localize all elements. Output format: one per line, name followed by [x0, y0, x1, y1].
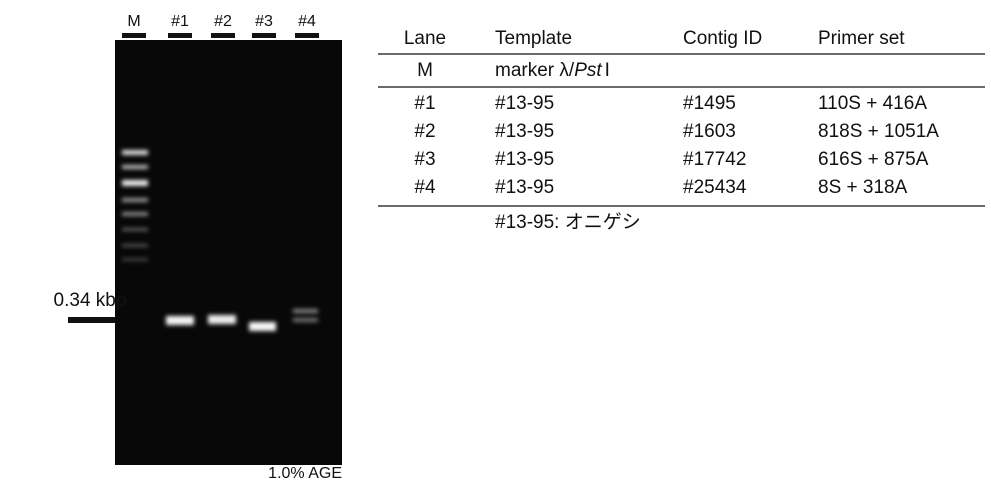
gel-image	[115, 40, 342, 465]
figure: M #1 #2 #3 #4 0.34 kbp 1.0% AGE Lane Templat…	[0, 0, 991, 483]
table: Lane Template Contig ID Primer set M mar…	[378, 28, 985, 233]
rows: #1 #13-95 #1495 110S + 416A #2 #13-95 #1603 818…	[414, 93, 939, 198]
cell: M	[417, 60, 433, 81]
cell: #13-95	[495, 93, 554, 114]
cell: #2	[414, 121, 435, 142]
header: Template	[495, 28, 572, 49]
cell: #25434	[683, 177, 747, 198]
cell: #13-95	[495, 121, 554, 142]
cell: #17742	[683, 149, 746, 170]
cell: #3	[414, 149, 435, 170]
cell: 818S + 1051A	[818, 121, 939, 142]
gel-caption: 1.0% AGE	[268, 465, 342, 482]
cell: marker λ/PstI	[495, 60, 610, 81]
header: Lane	[404, 28, 446, 49]
lane-labels: M #1 #2 #3 #4	[122, 13, 319, 38]
cell: 110S + 416A	[818, 93, 927, 114]
cell: 8S + 318A	[818, 177, 908, 198]
cell: #1495	[683, 93, 736, 114]
text: marker λ/	[495, 60, 575, 81]
lane-bar	[122, 33, 146, 38]
lane-label: #3	[255, 13, 273, 30]
size-label: 0.34 kbp	[54, 290, 127, 311]
cell: #1603	[683, 121, 736, 142]
text: I	[605, 60, 610, 81]
cell: 616S + 875A	[818, 149, 929, 170]
lane-bar	[168, 33, 192, 38]
lane-bar	[295, 33, 319, 38]
lane-bar	[211, 33, 235, 38]
gel: M #1 #2 #3 #4 0.34 kbp 1.0% AGE	[54, 13, 342, 482]
footnote: #13-95: オニゲシ	[495, 211, 641, 233]
cell: #13-95	[495, 177, 554, 198]
header: Contig ID	[683, 28, 762, 49]
lane-label: #1	[171, 13, 189, 30]
page: M #1 #2 #3 #4 0.34 kbp 1.0% AGE Lane Templat…	[0, 0, 991, 483]
size-marker	[68, 317, 115, 323]
cell: #4	[414, 177, 436, 198]
lane-label: #2	[214, 13, 232, 30]
lane-label: M	[127, 13, 140, 30]
text: Pst	[574, 60, 602, 81]
header: Primer set	[818, 28, 905, 49]
lane-bar	[252, 33, 276, 38]
cell: #1	[414, 93, 435, 114]
cell: #13-95	[495, 149, 554, 170]
lane-label: #4	[298, 13, 316, 30]
